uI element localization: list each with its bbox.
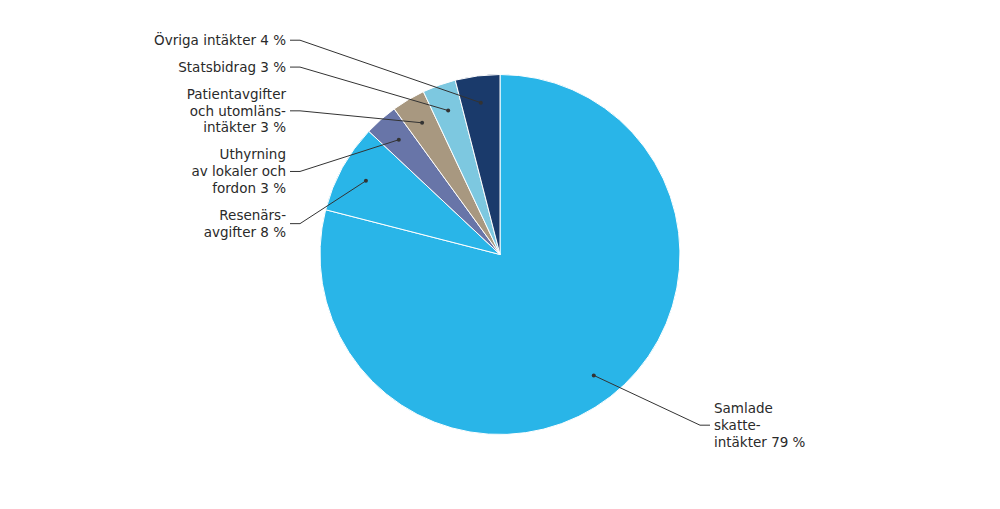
slices [320, 75, 680, 435]
leader-line [290, 40, 481, 103]
slice [320, 75, 680, 435]
slice-label-line: intäkter 79 % [714, 434, 806, 450]
leader-line [290, 181, 366, 224]
slice-label-line: Samlade [714, 400, 773, 416]
labels: Samladeskatte-intäkter 79 % Resenärs-avgi… [154, 31, 805, 450]
leader-line [290, 67, 448, 110]
slice-label: Patientavgifteroch utomläns-intäkter 3 % [187, 86, 287, 136]
slice-label: Statsbidrag 3 % [178, 59, 286, 75]
leader-line [290, 140, 399, 172]
slice-label-line: Patientavgifter [187, 86, 287, 102]
leader-dot [364, 179, 368, 183]
chart: Samladeskatte-intäkter 79 % Resenärs-avgi… [0, 0, 1000, 509]
slice-label-line: Resenärs- [219, 207, 286, 223]
leader-line [290, 111, 422, 123]
slice-label-line: Uthyrning [220, 146, 286, 162]
slice-label-line: och utomläns- [190, 103, 286, 119]
slice-label-line: av lokaler och [191, 163, 286, 179]
leader-dot [479, 101, 483, 105]
leader-lines [290, 40, 710, 425]
slice-label-line: fordon 3 % [212, 180, 286, 196]
leader-dot [446, 109, 450, 113]
slice-label: Uthyrningav lokaler ochfordon 3 % [191, 146, 286, 196]
pie: Samladeskatte-intäkter 79 % Resenärs-avgi… [154, 31, 805, 450]
slice-label-line: avgifter 8 % [204, 224, 286, 240]
leader-dot [420, 121, 424, 125]
slice-label: Resenärs-avgifter 8 % [204, 207, 286, 240]
leader-dot [397, 138, 401, 142]
slice-label: Samladeskatte-intäkter 79 % [714, 400, 806, 450]
slice-label-line: Statsbidrag 3 % [178, 59, 286, 75]
leader-dot [592, 373, 596, 377]
slice-label-line: skatte- [714, 417, 761, 433]
slice-label-line: intäkter 3 % [203, 119, 286, 135]
slice-label-line: Övriga intäkter 4 % [154, 31, 286, 48]
leader-line [594, 375, 710, 425]
slice-label: Övriga intäkter 4 % [154, 31, 286, 48]
